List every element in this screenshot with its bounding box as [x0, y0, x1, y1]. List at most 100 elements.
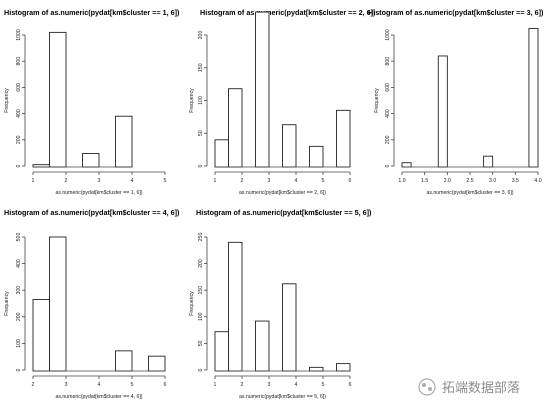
x-tick-label: 4	[131, 178, 134, 184]
y-tick-label: 0	[385, 164, 391, 167]
histogram-bar	[437, 55, 448, 168]
x-tick-label: 4	[295, 382, 298, 388]
y-tick-label: 500	[16, 233, 22, 242]
histogram-bar	[49, 236, 67, 372]
y-axis-label: Frequency	[4, 88, 10, 113]
x-tick-label: 2	[241, 382, 244, 388]
x-axis-label: as.numeric(pydat[km$cluster == 1, 6])	[55, 190, 142, 196]
x-tick-label: 4.0	[534, 178, 541, 184]
y-tick-label: 300	[16, 286, 22, 295]
x-tick-label: 5	[164, 178, 167, 184]
x-tick-label: 3.0	[489, 178, 496, 184]
y-tick-label: 400	[16, 109, 22, 118]
y-axis-label: Frequency	[4, 291, 10, 316]
y-tick-label: 0	[198, 164, 204, 167]
chart-title: Histogram of as.numeric(pydat[km$cluster…	[200, 8, 376, 17]
x-tick-label: 6	[349, 178, 352, 184]
y-axis-label: Frequency	[189, 291, 195, 316]
histogram-bar	[228, 88, 243, 168]
histogram-bar	[214, 331, 229, 372]
y-tick-label: 100	[198, 96, 204, 105]
histogram-bar	[401, 162, 412, 168]
y-tick-label: 200	[198, 259, 204, 268]
y-tick-label: 100	[198, 312, 204, 321]
histogram-bar	[115, 350, 133, 372]
chart-title: Histogram of as.numeric(pydat[km$cluster…	[196, 208, 372, 217]
x-tick-label: 1	[32, 178, 35, 184]
y-axis-label: Frequency	[189, 88, 195, 113]
chart-title: Histogram of as.numeric(pydat[km$cluster…	[4, 208, 180, 217]
x-tick-label: 5	[322, 178, 325, 184]
x-tick-label: 5	[322, 382, 325, 388]
histogram-bar	[282, 124, 297, 168]
x-tick-label: 4	[98, 382, 101, 388]
y-tick-label: 800	[385, 57, 391, 66]
y-tick-label: 800	[16, 57, 22, 66]
histogram-bar	[49, 31, 67, 168]
histogram-panel-4: Histogram of as.numeric(pydat[km$cluster…	[4, 208, 180, 400]
x-tick-label: 1	[214, 178, 217, 184]
x-axis-label: as.numeric(pydat[km$cluster == 2, 6])	[239, 190, 326, 196]
histogram-bar	[228, 241, 243, 372]
y-tick-label: 100	[16, 339, 22, 348]
x-tick-label: 3	[268, 382, 271, 388]
histogram-bar	[309, 145, 324, 168]
histogram-bar	[336, 109, 351, 168]
x-tick-label: 1.5	[421, 178, 428, 184]
histogram-bar	[82, 153, 100, 168]
y-tick-label: 1000	[385, 29, 391, 41]
y-tick-label: 1000	[16, 29, 22, 41]
x-tick-label: 2	[65, 178, 68, 184]
histogram-panel-5: Histogram of as.numeric(pydat[km$cluster…	[189, 208, 372, 400]
histogram-bar	[255, 11, 270, 168]
x-tick-label: 3.5	[512, 178, 519, 184]
y-tick-label: 200	[198, 31, 204, 40]
y-tick-label: 200	[16, 312, 22, 321]
y-tick-label: 400	[385, 109, 391, 118]
y-tick-label: 600	[16, 83, 22, 92]
x-axis-label: as.numeric(pydat[km$cluster == 3, 6])	[426, 190, 513, 196]
y-tick-label: 400	[16, 259, 22, 268]
x-tick-label: 3	[98, 178, 101, 184]
y-tick-label: 150	[198, 286, 204, 295]
histogram-panel-1: Histogram of as.numeric(pydat[km$cluster…	[4, 8, 180, 196]
chart-title: Histogram of as.numeric(pydat[km$cluster…	[368, 8, 544, 17]
y-tick-label: 200	[16, 135, 22, 144]
x-axis-label: as.numeric(pydat[km$cluster == 5, 6])	[239, 394, 326, 400]
watermark: 拓端数据部落	[418, 378, 520, 396]
histogram-bar	[32, 299, 50, 372]
chart-title: Histogram of as.numeric(pydat[km$cluster…	[4, 8, 180, 17]
x-tick-label: 4	[295, 178, 298, 184]
x-tick-label: 6	[349, 382, 352, 388]
watermark-text: 拓端数据部落	[442, 381, 520, 396]
x-tick-label: 2.0	[444, 178, 451, 184]
y-tick-label: 200	[385, 135, 391, 144]
y-axis-label: Frequency	[374, 88, 380, 113]
histogram-bar	[336, 363, 351, 372]
x-tick-label: 5	[131, 382, 134, 388]
x-tick-label: 3	[65, 382, 68, 388]
x-tick-label: 2.5	[466, 178, 473, 184]
watermark-logo-icon	[418, 378, 436, 396]
histogram-bar	[282, 283, 297, 372]
x-axis-label: as.numeric(pydat[km$cluster == 4, 6])	[55, 394, 142, 400]
y-tick-label: 250	[198, 233, 204, 242]
histogram-bar	[255, 320, 270, 372]
y-tick-label: 600	[385, 83, 391, 92]
x-tick-label: 2	[32, 382, 35, 388]
x-tick-label: 1.0	[398, 178, 405, 184]
histogram-bar	[483, 155, 494, 168]
x-tick-label: 3	[268, 178, 271, 184]
x-tick-label: 6	[164, 382, 167, 388]
histogram-panel-2: Histogram of as.numeric(pydat[km$cluster…	[189, 8, 376, 196]
y-tick-label: 0	[16, 164, 22, 167]
histogram-bar	[309, 366, 324, 372]
x-tick-label: 1	[214, 382, 217, 388]
y-tick-label: 150	[198, 63, 204, 72]
y-tick-label: 0	[198, 368, 204, 371]
histogram-bar	[148, 355, 166, 372]
y-tick-label: 50	[198, 340, 204, 346]
y-tick-label: 0	[16, 368, 22, 371]
histogram-bar	[214, 139, 229, 168]
